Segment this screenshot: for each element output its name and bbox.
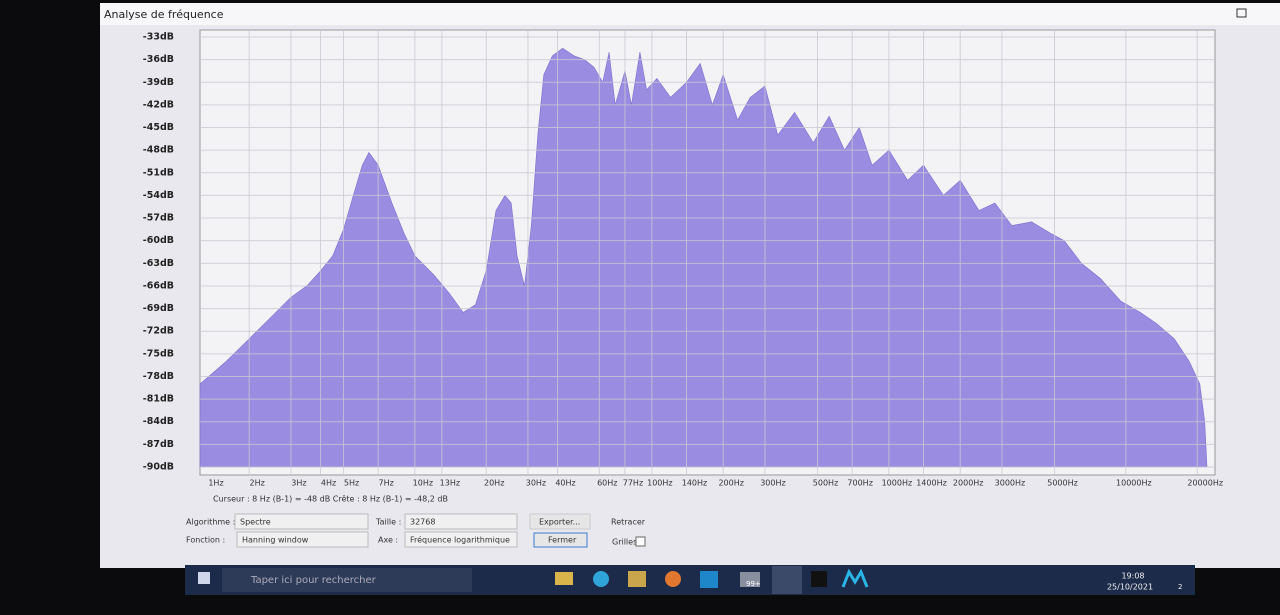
search-placeholder: Taper ici pour rechercher (250, 575, 377, 586)
x-tick-label: 4Hz (321, 479, 336, 488)
dropdown-value: Fréquence logarithmique (410, 535, 510, 545)
label: Fonction : (186, 536, 225, 545)
app-icon[interactable] (740, 572, 760, 587)
y-tick-label: -36dB (143, 54, 174, 65)
x-tick-label: 100Hz (647, 479, 672, 488)
y-tick-label: -63dB (143, 258, 174, 269)
dropdown[interactable] (404, 531, 518, 548)
y-tick-label: -39dB (143, 77, 174, 88)
start-button[interactable] (198, 572, 210, 584)
y-tick-label: -60dB (143, 235, 174, 246)
dropdown[interactable] (234, 513, 369, 530)
y-tick-label: -87dB (143, 439, 174, 450)
dropdown[interactable] (236, 531, 369, 548)
app-icon[interactable] (628, 571, 646, 587)
y-tick-label: -42dB (143, 99, 174, 110)
app-icon[interactable] (841, 568, 869, 588)
y-tick-label: -72dB (143, 326, 174, 337)
x-tick-label: 13Hz (440, 479, 460, 488)
y-tick-label: -90dB (143, 462, 174, 473)
button-label[interactable]: Retracer (611, 518, 646, 527)
x-tick-label: 500Hz (813, 479, 838, 488)
notification-count: 2 (1178, 583, 1182, 591)
y-tick-label: -33dB (143, 32, 174, 43)
x-tick-label: 1400Hz (916, 479, 947, 488)
app-icon[interactable] (665, 571, 681, 587)
checkbox[interactable] (635, 536, 646, 547)
x-tick-label: 200Hz (718, 479, 743, 488)
controls: Algorithme : Spectre Taille : 32768 Expo… (186, 513, 646, 548)
x-tick-label: 5Hz (344, 479, 359, 488)
dropdown-value: Hanning window (242, 536, 309, 545)
y-tick-label: -75dB (143, 348, 174, 359)
x-tick-label: 30Hz (526, 479, 546, 488)
app-icon-active[interactable] (772, 566, 802, 594)
search-box[interactable] (222, 568, 472, 592)
app-icon[interactable] (555, 572, 573, 585)
y-tick-label: -48dB (143, 145, 174, 156)
x-tick-label: 700Hz (847, 479, 872, 488)
x-tick-label: 3000Hz (995, 479, 1026, 488)
status-text: Curseur : 8 Hz (B-1) = -48 dB Crête : 8 … (213, 494, 448, 504)
x-tick-label: 1000Hz (882, 479, 913, 488)
x-tick-label: 300Hz (760, 479, 785, 488)
window-title: Analyse de fréquence (104, 8, 224, 21)
x-tick-label: 20Hz (484, 479, 504, 488)
clock-time: 19:08 (1121, 572, 1144, 581)
app-icon[interactable] (811, 571, 827, 587)
x-tick-label: 2000Hz (953, 479, 984, 488)
x-tick-label: 2Hz (250, 479, 265, 488)
y-tick-label: -54dB (143, 190, 174, 201)
y-tick-label: -84dB (143, 416, 174, 427)
x-tick-label: 5000Hz (1047, 479, 1078, 488)
x-tick-label: 40Hz (555, 479, 575, 488)
x-tick-label: 10000Hz (1116, 479, 1152, 488)
app-icon[interactable] (700, 571, 718, 588)
label: Algorithme : (186, 518, 235, 527)
button-label: Exporter... (539, 518, 580, 527)
y-tick-label: -69dB (143, 303, 174, 314)
label: Taille : (375, 518, 401, 527)
x-tick-label: 3Hz (291, 479, 306, 488)
button[interactable] (533, 532, 588, 548)
x-tick-label: 140Hz (682, 479, 707, 488)
y-tick-label: -51dB (143, 167, 174, 178)
spectrum-area (199, 47, 1208, 468)
app-icon[interactable] (593, 571, 609, 587)
dropdown-value: 32768 (410, 518, 435, 527)
button[interactable] (529, 513, 591, 530)
y-tick-label: -78dB (143, 371, 174, 382)
dropdown-value: Spectre (240, 518, 271, 527)
y-tick-label: -81dB (143, 394, 174, 405)
x-tick-label: 20000Hz (1187, 479, 1223, 488)
checkbox-label: Grilles (612, 538, 637, 547)
x-tick-label: 77Hz (623, 479, 643, 488)
button-label: Fermer (548, 536, 577, 545)
x-tick-label: 1Hz (208, 479, 223, 488)
clock-date: 25/10/2021 (1107, 583, 1153, 592)
x-tick-label: 7Hz (378, 479, 393, 488)
title-bar (100, 3, 1280, 25)
plot: -33dB -36dB -39dB -42dB -45dB -48dB -51dB -54dB… (143, 30, 1223, 488)
y-tick-label: -66dB (143, 280, 174, 291)
x-tick-label: 10Hz (413, 479, 433, 488)
y-tick-label: -57dB (143, 213, 174, 224)
x-tick-label: 60Hz (597, 479, 617, 488)
label: Axe : (378, 536, 398, 545)
restore-button[interactable] (1236, 8, 1247, 18)
dropdown[interactable] (404, 513, 518, 530)
y-tick-label: -45dB (143, 122, 174, 133)
badge: 99+ (746, 580, 761, 588)
